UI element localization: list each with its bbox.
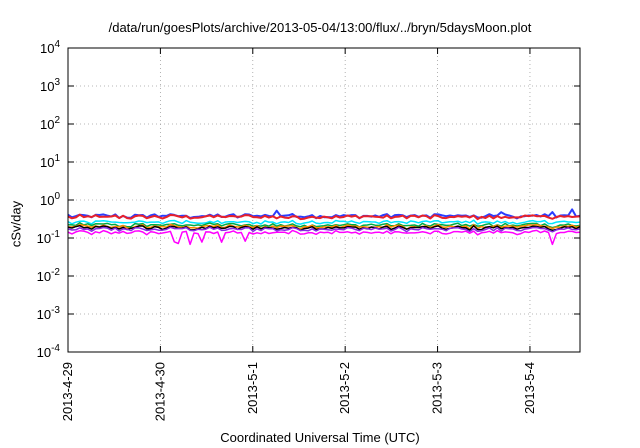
chart-title: /data/run/goesPlots/archive/2013-05-04/1… bbox=[108, 20, 532, 35]
series-line bbox=[67, 226, 581, 233]
x-tick-label: 2013-4-29 bbox=[60, 362, 75, 421]
x-axis-label: Coordinated Universal Time (UTC) bbox=[220, 430, 420, 445]
y-tick-label: 104 bbox=[40, 39, 60, 56]
series-line bbox=[67, 219, 581, 225]
x-tick-label: 2013-5-3 bbox=[430, 362, 445, 414]
x-tick-label: 2013-5-1 bbox=[245, 362, 260, 414]
y-tick-label: 100 bbox=[40, 191, 60, 208]
series-line bbox=[67, 229, 581, 246]
y-tick-label: 10-3 bbox=[37, 305, 61, 322]
x-tick-label: 2013-5-2 bbox=[337, 362, 352, 414]
series-line bbox=[67, 213, 581, 221]
x-tick-label: 2013-5-4 bbox=[522, 362, 537, 414]
y-axis-label: cSv/day bbox=[8, 200, 24, 248]
y-tick-label: 10-2 bbox=[37, 267, 61, 284]
plot-frame bbox=[67, 47, 581, 353]
x-tick-label: 2013-4-30 bbox=[152, 362, 167, 421]
y-tick-label: 10-4 bbox=[37, 343, 61, 360]
y-tick-label: 10-1 bbox=[37, 229, 61, 246]
y-tick-label: 102 bbox=[40, 115, 60, 132]
y-tick-label: 103 bbox=[40, 77, 60, 94]
series-line bbox=[67, 223, 581, 230]
y-tick-label: 101 bbox=[40, 153, 60, 170]
